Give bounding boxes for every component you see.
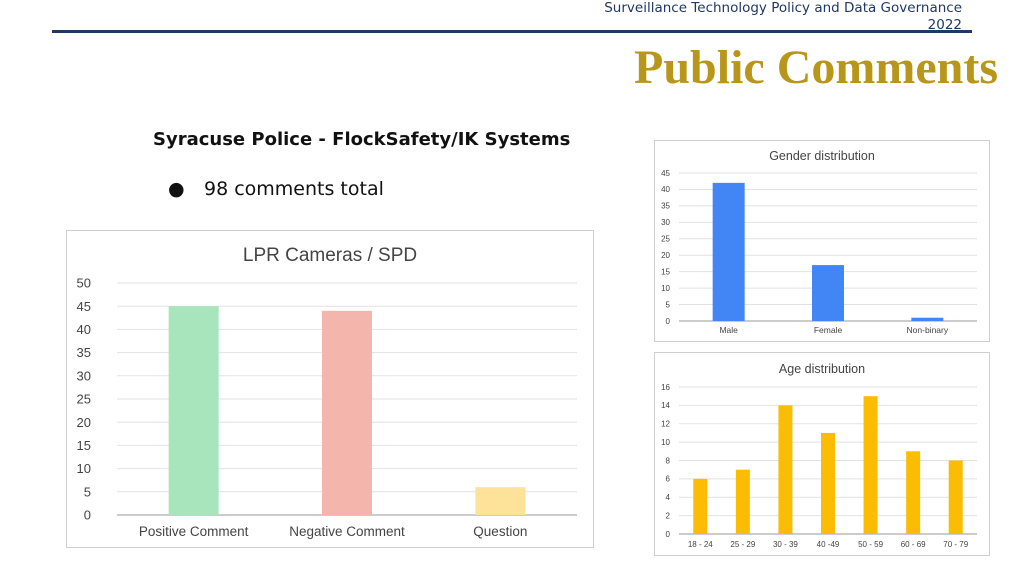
slide-subtitle: Syracuse Police - FlockSafety/IK Systems [153, 129, 571, 150]
age-y-tick-label: 8 [666, 456, 671, 465]
gender-y-tick-label: 40 [661, 185, 670, 194]
lpr-y-tick-label: 40 [77, 322, 91, 337]
age-x-category-label: 70 - 79 [943, 540, 968, 549]
gender-chart-title: Gender distribution [769, 149, 875, 163]
age-x-category-label: 25 - 29 [730, 540, 755, 549]
lpr-y-tick-label: 20 [77, 415, 91, 430]
lpr-bar [322, 310, 372, 515]
gender-y-tick-label: 20 [661, 251, 670, 260]
lpr-bar [475, 487, 526, 515]
age-bar [735, 469, 750, 534]
lpr-x-category-label: Negative Comment [289, 524, 405, 539]
age-y-tick-label: 14 [661, 401, 670, 410]
age-y-tick-label: 0 [666, 530, 671, 539]
lpr-y-tick-label: 0 [84, 508, 91, 523]
age-bar [906, 451, 921, 534]
header-org-line1: Surveillance Technology Policy and Data … [604, 0, 962, 16]
header-org-title: Surveillance Technology Policy and Data … [542, 0, 962, 34]
gender-x-category-label: Male [719, 325, 738, 335]
header-org-line2: 2022 [927, 17, 962, 33]
gender-y-tick-label: 25 [661, 235, 670, 244]
gender-x-category-label: Non-binary [907, 325, 949, 335]
bullet-glyph: ● [168, 178, 185, 200]
bullet-item: ● 98 comments total [168, 178, 384, 200]
lpr-y-tick-label: 30 [77, 368, 91, 383]
age-x-category-label: 18 - 24 [688, 540, 713, 549]
age-chart-panel: Age distribution 0 2 4 6 8 10 12 14 16 18 - 24 25 -… [654, 352, 990, 556]
age-y-tick-label: 2 [666, 511, 671, 520]
header-divider [52, 30, 972, 33]
lpr-y-tick-label: 50 [77, 276, 91, 291]
lpr-chart: LPR Cameras / SPD 0 5 10 15 20 25 30 35 40 45 50 Pos… [77, 245, 577, 539]
lpr-x-category-label: Positive Comment [139, 524, 249, 539]
lpr-x-category-label: Question [473, 524, 527, 539]
lpr-chart-title: LPR Cameras / SPD [243, 245, 417, 266]
age-bar [863, 396, 878, 534]
gender-bar [911, 317, 944, 321]
age-x-category-label: 60 - 69 [901, 540, 926, 549]
gender-y-tick-label: 5 [666, 300, 671, 309]
lpr-y-tick-label: 10 [77, 461, 91, 476]
lpr-bar [168, 306, 219, 515]
lpr-y-tick-label: 45 [77, 299, 91, 314]
age-chart-title: Age distribution [779, 362, 865, 376]
gender-chart-panel: Gender distribution 0 5 10 15 20 25 30 35 40 45 Mal… [654, 140, 990, 342]
gender-bar [812, 265, 844, 321]
age-y-tick-label: 12 [661, 420, 670, 429]
age-bar [778, 405, 793, 534]
gender-y-tick-label: 0 [666, 317, 671, 326]
gender-y-tick-label: 35 [661, 202, 670, 211]
age-bar [693, 478, 708, 534]
age-bar [948, 460, 963, 534]
lpr-chart-panel: LPR Cameras / SPD 0 5 10 15 20 25 30 35 40 45 50 Pos… [66, 230, 594, 548]
bullet-text: 98 comments total [204, 178, 384, 200]
age-x-category-label: 50 - 59 [858, 540, 883, 549]
gender-y-tick-label: 10 [661, 284, 670, 293]
gender-chart: Gender distribution 0 5 10 15 20 25 30 35 40 45 Mal… [661, 149, 977, 335]
lpr-y-tick-label: 5 [84, 484, 91, 499]
gender-bar [712, 182, 745, 321]
gender-y-tick-label: 30 [661, 218, 670, 227]
age-y-tick-label: 6 [666, 475, 671, 484]
gender-x-category-label: Female [814, 325, 843, 335]
gender-y-tick-label: 15 [661, 267, 670, 276]
slide-title: Public Comments [634, 41, 998, 94]
lpr-y-tick-label: 15 [77, 438, 91, 453]
age-y-tick-label: 4 [666, 493, 671, 502]
age-x-category-label: 30 - 39 [773, 540, 798, 549]
age-bar [821, 432, 835, 534]
gender-y-tick-label: 45 [661, 169, 670, 178]
age-chart: Age distribution 0 2 4 6 8 10 12 14 16 18 - 24 25 -… [661, 362, 977, 549]
age-y-tick-label: 10 [661, 438, 670, 447]
lpr-y-tick-label: 35 [77, 345, 91, 360]
age-y-tick-label: 16 [661, 383, 670, 392]
age-x-category-label: 40 -49 [817, 540, 840, 549]
lpr-y-tick-label: 25 [77, 392, 91, 407]
